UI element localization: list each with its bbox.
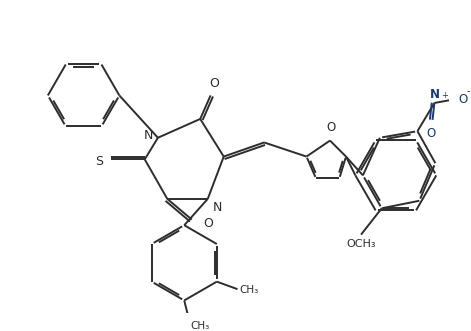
Text: OCH₃: OCH₃ [346, 239, 376, 249]
Text: N: N [144, 129, 153, 142]
Text: -: - [466, 86, 470, 96]
Text: N: N [212, 201, 222, 214]
Text: CH₃: CH₃ [191, 321, 210, 331]
Text: O: O [210, 77, 219, 90]
Text: O: O [426, 127, 435, 140]
Text: +: + [441, 91, 448, 100]
Text: O: O [203, 217, 213, 230]
Text: S: S [95, 155, 103, 168]
Text: CH₃: CH₃ [239, 285, 259, 295]
Text: O: O [458, 93, 467, 106]
Text: O: O [326, 121, 335, 134]
Text: N: N [430, 88, 439, 101]
